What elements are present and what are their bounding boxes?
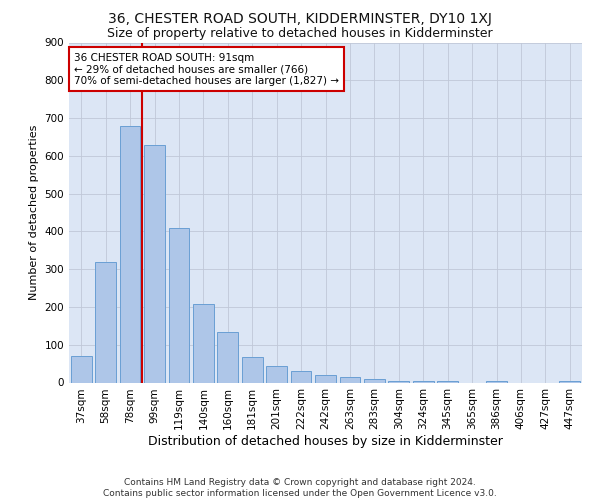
Bar <box>266 366 287 382</box>
Bar <box>144 144 165 382</box>
Bar <box>364 378 385 382</box>
Text: Contains HM Land Registry data © Crown copyright and database right 2024.
Contai: Contains HM Land Registry data © Crown c… <box>103 478 497 498</box>
Bar <box>290 371 311 382</box>
Bar <box>217 332 238 382</box>
Bar <box>315 375 336 382</box>
Bar <box>413 380 434 382</box>
Bar <box>71 356 92 382</box>
Bar <box>169 228 190 382</box>
Bar <box>559 380 580 382</box>
Text: 36 CHESTER ROAD SOUTH: 91sqm
← 29% of detached houses are smaller (766)
70% of s: 36 CHESTER ROAD SOUTH: 91sqm ← 29% of de… <box>74 52 339 86</box>
Text: Size of property relative to detached houses in Kidderminster: Size of property relative to detached ho… <box>107 28 493 40</box>
Bar <box>340 377 361 382</box>
Text: 36, CHESTER ROAD SOUTH, KIDDERMINSTER, DY10 1XJ: 36, CHESTER ROAD SOUTH, KIDDERMINSTER, D… <box>108 12 492 26</box>
X-axis label: Distribution of detached houses by size in Kidderminster: Distribution of detached houses by size … <box>148 435 503 448</box>
Y-axis label: Number of detached properties: Number of detached properties <box>29 125 39 300</box>
Bar <box>242 357 263 382</box>
Bar <box>388 380 409 382</box>
Bar <box>119 126 140 382</box>
Bar <box>193 304 214 382</box>
Bar <box>486 380 507 382</box>
Bar <box>95 262 116 382</box>
Bar <box>437 380 458 382</box>
